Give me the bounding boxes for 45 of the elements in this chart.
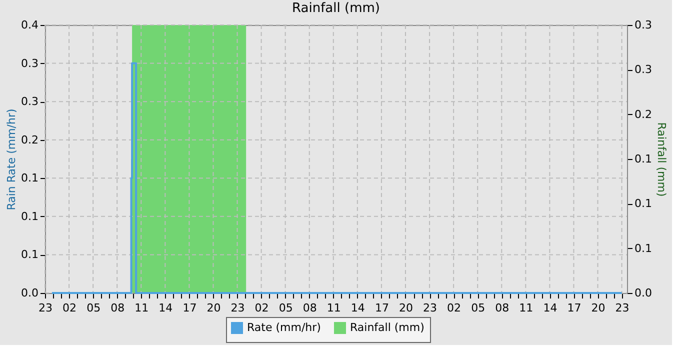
y-axis-title: Rain Rate (mm/hr) [5,108,18,210]
x-tick-label: 08 [302,302,317,314]
x-tick-label: 23 [230,302,245,314]
x-tick-label: 17 [374,302,389,314]
y2-tick-label: 0.0 [634,286,652,300]
y2-tick-label: 0.1 [634,197,652,210]
y-tick-label: 0.4 [21,18,38,32]
y-tick-label: 0.1 [21,172,38,185]
x-tick-label: 02 [62,302,77,314]
x-tick-label: 05 [278,302,293,314]
x-tick-label: 20 [398,302,413,314]
chart-title: Rainfall (mm) [292,1,380,16]
y2-axis-title: Rainfall (mm) [654,122,668,197]
y2-tick-label: 0.2 [634,108,652,121]
x-tick-label: 05 [86,302,101,314]
x-tick-label: 02 [254,302,269,314]
y-tick-label: 0.2 [21,133,38,146]
x-tick-label: 23 [615,302,630,314]
x-tick-label: 20 [591,302,606,314]
x-tick-label: 17 [567,302,582,314]
x-tick-label: 08 [110,302,125,314]
x-tick-label: 02 [447,302,462,314]
legend-label: Rainfall (mm) [350,321,424,334]
y-tick-label: 0.1 [21,248,38,262]
x-tick-label: 11 [326,302,341,314]
x-tick-label: 05 [471,302,486,314]
y2-tick-label: 0.1 [634,152,652,166]
x-tick-label: 20 [206,302,221,314]
x-tick-label: 11 [519,302,534,314]
x-tick-label: 14 [350,302,365,314]
y-tick-label: 0.0 [21,286,38,300]
legend-label: Rate (mm/hr) [247,321,321,334]
y2-tick-label: 0.3 [634,63,652,76]
y2-tick-label: 0.1 [634,242,652,255]
x-tick-label: 14 [158,302,173,314]
x-tick-label: 08 [495,302,510,314]
x-tick-label: 11 [134,302,149,314]
x-tick-label: 17 [182,302,197,314]
y-tick-label: 0.3 [21,56,38,70]
y2-tick-label: 0.3 [634,18,652,32]
x-tick-label: 14 [543,302,558,314]
y-tick-label: 0.3 [21,95,38,108]
x-tick-label: 23 [38,302,52,314]
y-tick-label: 0.1 [21,210,38,223]
x-tick-label: 23 [423,302,438,314]
